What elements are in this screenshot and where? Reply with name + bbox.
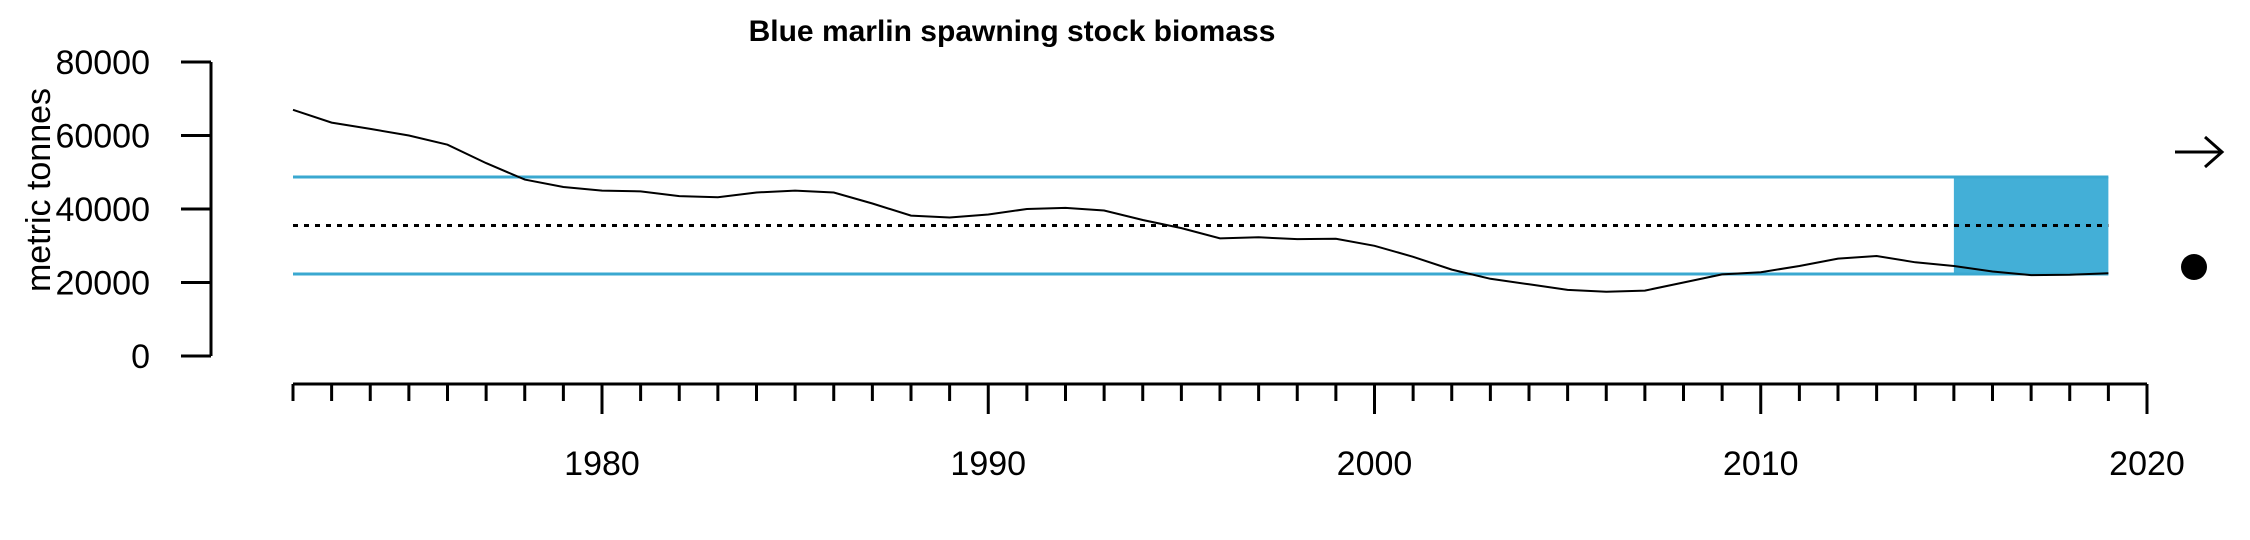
plot-area [292,108,2109,293]
x-tick-label: 1990 [950,445,1026,483]
x-tick-label: 2020 [2109,445,2185,483]
y-tick-label: 80000 [55,44,150,82]
x-tick-label: 2000 [1337,445,1413,483]
y-tick-label: 40000 [55,191,150,229]
x-tick-label: 1980 [564,445,640,483]
x-axis: 1980 1990 2000 2010 2020 [291,382,2185,483]
trend-indicators [2175,135,2225,280]
y-tick-label: 0 [131,338,150,376]
x-tick-label: 2010 [1723,445,1799,483]
y-tick-label: 20000 [55,265,150,303]
y-axis: 0 20000 40000 60000 80000 [55,44,213,376]
series-line [292,108,2109,293]
right-arrow-icon-head [2204,135,2225,169]
filled-dot-icon [2181,254,2207,280]
y-tick-label: 60000 [55,118,150,156]
y-axis-title: metric tonnes [20,88,58,292]
chart-title: Blue marlin spawning stock biomass [749,15,1276,48]
